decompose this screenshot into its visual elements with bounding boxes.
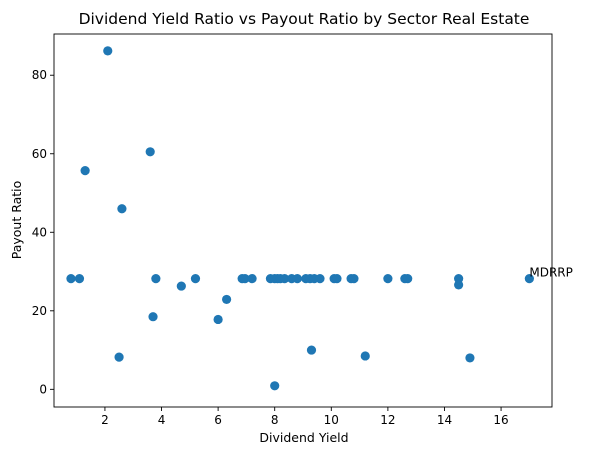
data-point — [524, 274, 534, 284]
data-point — [176, 281, 186, 291]
x-tick-label: 12 — [380, 413, 395, 427]
y-axis: 0 20 40 60 80 — [32, 68, 54, 396]
data-point — [247, 274, 257, 284]
data-point — [114, 352, 124, 362]
plot-frame — [53, 33, 553, 408]
data-point — [270, 381, 280, 391]
data-point — [349, 274, 359, 284]
data-point — [454, 280, 464, 290]
data-point — [103, 46, 113, 56]
x-tick-label: 4 — [158, 413, 166, 427]
y-tick-label: 20 — [32, 304, 47, 318]
y-tick-label: 80 — [32, 68, 47, 82]
annotations: MDRRP — [529, 266, 573, 280]
data-point — [315, 274, 325, 284]
data-point — [148, 312, 158, 322]
data-points — [66, 46, 534, 391]
x-axis: 2 4 6 8 10 12 14 16 — [101, 407, 509, 427]
data-point — [280, 274, 290, 284]
x-tick-label: 2 — [101, 413, 109, 427]
data-point — [190, 274, 201, 284]
data-point — [80, 166, 90, 176]
x-tick-label: 10 — [324, 413, 339, 427]
data-point — [383, 274, 393, 284]
x-tick-label: 16 — [493, 413, 508, 427]
data-point — [465, 353, 475, 363]
data-point — [222, 294, 232, 305]
x-tick-label: 8 — [271, 413, 279, 427]
data-point — [66, 274, 76, 284]
data-point — [74, 274, 85, 284]
data-point — [213, 314, 223, 325]
x-tick-label: 6 — [214, 413, 222, 427]
data-point — [403, 274, 413, 284]
y-tick-label: 0 — [39, 382, 47, 396]
data-point — [145, 147, 155, 157]
x-tick-label: 14 — [437, 413, 452, 427]
y-tick-label: 40 — [32, 225, 47, 239]
y-axis-label: Payout Ratio — [9, 181, 24, 260]
data-point — [117, 204, 127, 214]
chart-title: Dividend Yield Ratio vs Payout Ratio by … — [79, 10, 530, 28]
data-point — [151, 274, 161, 284]
y-tick-label: 60 — [32, 147, 47, 161]
point-annotation: MDRRP — [529, 266, 573, 280]
data-point — [240, 274, 250, 284]
data-point — [360, 351, 370, 361]
data-point — [332, 274, 342, 284]
data-point — [306, 345, 317, 355]
x-axis-label: Dividend Yield — [259, 430, 348, 445]
data-point — [292, 274, 302, 284]
plot-area — [53, 33, 553, 408]
